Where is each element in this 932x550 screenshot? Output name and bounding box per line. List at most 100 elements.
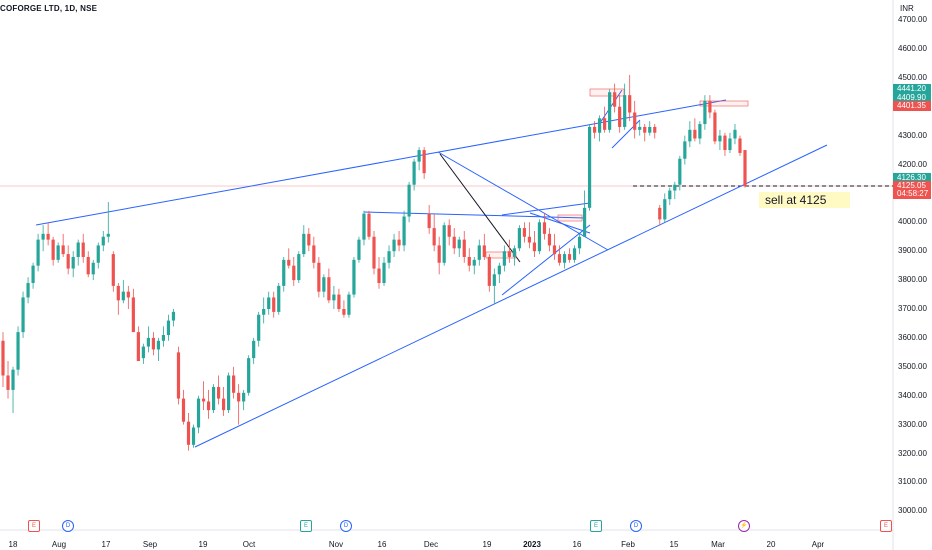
time-axis-label: Sep — [142, 540, 158, 549]
wedge-line — [529, 212, 591, 234]
candle-body — [673, 184, 677, 191]
candle-body — [462, 239, 466, 257]
candle-body — [41, 233, 45, 240]
candle-body — [507, 251, 511, 257]
candle-body — [577, 236, 582, 249]
candle-body — [282, 259, 286, 286]
candle-body — [437, 245, 441, 263]
candle-body — [447, 225, 451, 237]
price-axis-label: 4600.00 — [898, 43, 927, 53]
candle-body — [502, 251, 506, 266]
time-axis-label: Aug — [51, 540, 67, 549]
candle-body — [643, 126, 647, 133]
candle-body — [427, 213, 431, 229]
price-axis-label: 4300.00 — [898, 130, 927, 140]
candle-body — [587, 126, 592, 208]
candle-body — [201, 398, 206, 402]
candle-body — [592, 126, 597, 133]
candle-body — [267, 297, 271, 309]
event-marker-dividend[interactable]: D — [630, 520, 642, 532]
price-axis-label: 3600.00 — [898, 332, 927, 342]
candle-body — [141, 346, 145, 359]
candle-body — [567, 254, 572, 260]
price-axis-label: 4700.00 — [898, 15, 927, 24]
candle-body — [703, 100, 707, 125]
candle-body — [11, 369, 15, 390]
price-axis-label: 3700.00 — [898, 304, 927, 313]
price-tag: 4126.30 — [893, 173, 931, 183]
candle-body — [111, 254, 115, 286]
candle-body — [658, 207, 662, 220]
candle-body — [96, 245, 100, 263]
candle-body — [337, 294, 341, 309]
candle-body — [347, 294, 351, 315]
currency-label: INR — [900, 4, 914, 13]
time-axis-label: 17 — [101, 540, 111, 549]
candle-body — [262, 309, 266, 315]
candle-body — [512, 248, 516, 257]
event-marker-dividend[interactable]: D — [340, 520, 352, 532]
time-axis-label: 19 — [198, 540, 208, 549]
candle-body — [146, 337, 150, 347]
candle-body — [302, 233, 306, 255]
price-tag: 04:58:27 — [893, 189, 931, 199]
candle-body — [6, 375, 10, 390]
candle-body — [171, 311, 176, 321]
highlight-box-3 — [485, 251, 517, 259]
candle-body — [26, 282, 30, 298]
candle-body — [532, 242, 537, 252]
candle-body — [372, 236, 376, 269]
candle-body — [572, 248, 577, 260]
candle-body — [272, 297, 276, 312]
candle-body — [743, 150, 747, 187]
candle-body — [186, 421, 191, 445]
event-marker-earnings[interactable]: E — [880, 520, 892, 532]
candle-body — [292, 265, 296, 281]
candle-body — [357, 239, 361, 260]
lower-trendline — [194, 144, 828, 448]
sell-annotation[interactable]: sell at 4125 — [759, 192, 850, 208]
event-marker-earnings[interactable]: E — [300, 520, 312, 532]
candle-body — [287, 259, 291, 266]
price-tag: 4441.20 — [893, 84, 931, 94]
candle-body — [322, 277, 326, 292]
time-axis-label: Feb — [621, 540, 635, 549]
event-marker-earnings[interactable]: E — [590, 520, 602, 532]
candle-body — [412, 161, 416, 185]
candle-body — [51, 239, 55, 260]
price-tag: 4401.35 — [893, 101, 931, 111]
candle-body — [257, 314, 261, 341]
candle-body — [668, 190, 672, 200]
candle-body — [517, 228, 521, 249]
candle-body — [683, 141, 687, 159]
candle-body — [76, 242, 80, 257]
candle-body — [101, 236, 105, 246]
candle-body — [638, 126, 642, 130]
candle-body — [131, 297, 135, 333]
candle-body — [382, 262, 386, 283]
candle-body — [678, 158, 682, 185]
candle-body — [613, 92, 617, 107]
candle-body — [1, 340, 5, 376]
trendlines — [35, 89, 828, 448]
candle-body — [547, 233, 552, 246]
triangle-top — [501, 202, 591, 216]
candle-body — [367, 213, 371, 237]
candle-body — [252, 340, 256, 359]
time-axis-label: 19 — [482, 540, 492, 549]
candle-body — [176, 352, 181, 399]
highlight-box-4 — [557, 214, 583, 222]
event-marker-split[interactable]: ⚡ — [738, 520, 750, 532]
price-axis-label: 3300.00 — [898, 419, 927, 429]
candle-body — [151, 337, 156, 350]
price-axis-label: 3000.00 — [898, 506, 927, 516]
candle-body — [693, 129, 697, 139]
candle-body — [452, 236, 456, 249]
candle-body — [653, 126, 657, 133]
candle-body — [237, 392, 241, 402]
candle-body — [422, 150, 426, 174]
candle-body — [221, 398, 226, 411]
event-marker-earnings[interactable]: E — [28, 520, 40, 532]
event-marker-dividend[interactable]: D — [62, 520, 74, 532]
